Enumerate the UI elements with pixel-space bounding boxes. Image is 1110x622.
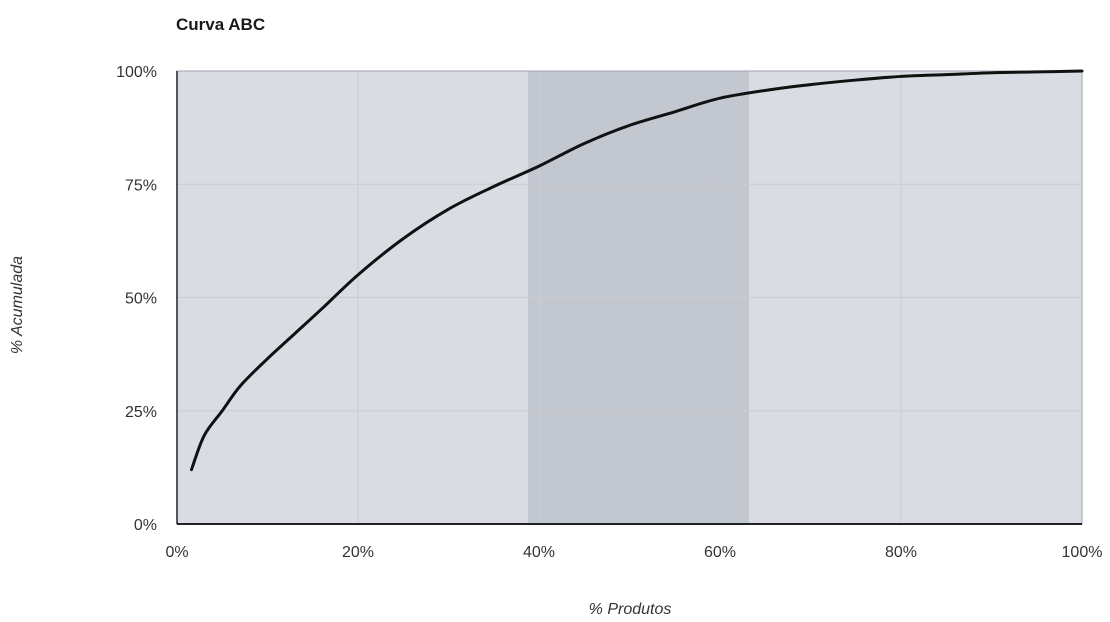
x-tick-label: 0% xyxy=(165,544,188,561)
x-tick-label: 60% xyxy=(704,544,736,561)
y-tick-label: 0% xyxy=(134,517,157,534)
chart-title: Curva ABC xyxy=(176,15,266,34)
x-tick-label: 40% xyxy=(523,544,555,561)
x-tick-label: 100% xyxy=(1062,544,1103,561)
y-tick-label: 100% xyxy=(116,64,157,81)
y-tick-label: 25% xyxy=(125,404,157,421)
y-tick-label: 50% xyxy=(125,291,157,308)
x-tick-label: 20% xyxy=(342,544,374,561)
x-tick-label: 80% xyxy=(885,544,917,561)
abc-curve-line xyxy=(189,69,1084,472)
x-axis-label: % Produtos xyxy=(588,601,672,618)
y-tick-label: 75% xyxy=(125,177,157,194)
